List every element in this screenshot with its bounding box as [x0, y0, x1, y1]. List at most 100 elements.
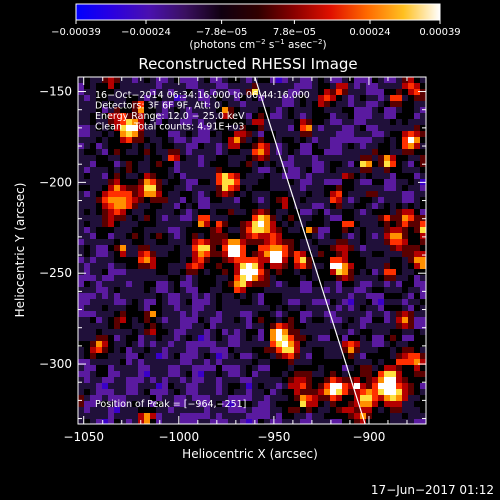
heatmap-pixel	[96, 77, 103, 84]
heatmap-pixel	[222, 215, 229, 222]
heatmap-pixel	[378, 191, 385, 198]
heatmap-pixel	[330, 209, 337, 216]
heatmap-pixel	[330, 281, 337, 288]
heatmap-pixel	[102, 401, 109, 408]
heatmap-pixel	[180, 359, 187, 366]
heatmap-pixel	[282, 371, 289, 378]
heatmap-pixel	[384, 233, 391, 240]
heatmap-pixel	[78, 401, 85, 408]
heatmap-pixel	[162, 227, 169, 234]
heatmap-pixel	[348, 257, 355, 264]
heatmap-pixel	[132, 287, 139, 294]
heatmap-pixel	[180, 119, 187, 126]
heatmap-pixel	[408, 191, 415, 198]
heatmap-pixel	[252, 287, 259, 294]
heatmap-pixel	[108, 95, 115, 102]
heatmap-pixel	[276, 299, 283, 306]
heatmap-pixel	[144, 389, 151, 396]
heatmap-pixel	[156, 293, 163, 300]
heatmap-pixel	[234, 269, 241, 276]
heatmap-pixel	[276, 143, 283, 150]
heatmap-pixel	[84, 395, 91, 402]
heatmap-pixel	[156, 155, 163, 162]
heatmap-pixel	[312, 185, 319, 192]
heatmap-pixel	[372, 305, 379, 312]
heatmap-pixel	[162, 413, 169, 420]
heatmap-pixel	[162, 335, 169, 342]
heatmap-pixel	[354, 179, 361, 186]
heatmap-pixel	[234, 215, 241, 222]
heatmap-pixel	[306, 371, 313, 378]
heatmap-pixel	[306, 179, 313, 186]
heatmap-pixel	[414, 233, 421, 240]
heatmap-pixel	[90, 155, 97, 162]
heatmap-pixel	[270, 77, 277, 84]
heatmap-pixel	[186, 365, 193, 372]
heatmap-pixel	[258, 377, 265, 384]
heatmap-pixel	[240, 359, 247, 366]
heatmap-pixel	[246, 155, 253, 162]
heatmap-pixel	[372, 413, 379, 420]
heatmap-pixel	[174, 173, 181, 180]
heatmap-pixel	[294, 323, 301, 330]
heatmap-pixel	[294, 89, 301, 96]
heatmap-pixel	[384, 239, 391, 246]
heatmap-pixel	[174, 149, 181, 156]
heatmap-pixel	[204, 227, 211, 234]
heatmap-pixel	[282, 401, 289, 408]
heatmap-pixel	[126, 251, 133, 258]
heatmap-pixel	[156, 401, 163, 408]
heatmap-pixel	[294, 287, 301, 294]
heatmap-pixel	[324, 389, 331, 396]
heatmap-pixel	[90, 401, 97, 408]
heatmap-pixel	[270, 269, 277, 276]
heatmap-pixel	[414, 347, 421, 354]
heatmap-pixel	[132, 389, 139, 396]
heatmap-pixel	[198, 131, 205, 138]
heatmap-pixel	[288, 413, 295, 420]
heatmap-pixel	[156, 179, 163, 186]
heatmap-pixel	[408, 389, 415, 396]
heatmap-pixel	[336, 119, 343, 126]
heatmap-pixel	[372, 407, 379, 414]
heatmap-pixel	[90, 77, 97, 84]
heatmap-pixel	[402, 251, 409, 258]
heatmap-pixel	[192, 371, 199, 378]
heatmap-pixel	[300, 323, 307, 330]
heatmap-pixel	[276, 257, 283, 264]
heatmap-pixel	[390, 293, 397, 300]
heatmap-pixel	[342, 305, 349, 312]
heatmap-pixel	[276, 353, 283, 360]
heatmap-pixel	[126, 347, 133, 354]
heatmap-pixel	[258, 275, 265, 282]
heatmap-pixel	[420, 113, 426, 120]
heatmap-pixel	[402, 149, 409, 156]
heatmap-pixel	[156, 233, 163, 240]
heatmap-pixel	[300, 395, 307, 402]
heatmap-pixel	[174, 287, 181, 294]
heatmap-pixel	[210, 371, 217, 378]
heatmap-pixel	[132, 101, 139, 108]
heatmap-pixel	[252, 119, 259, 126]
heatmap-pixel	[96, 257, 103, 264]
heatmap-pixel	[234, 251, 241, 258]
heatmap-pixel	[306, 299, 313, 306]
heatmap-pixel	[204, 293, 211, 300]
heatmap-pixel	[330, 389, 337, 396]
heatmap-pixel	[150, 311, 157, 318]
heatmap-pixel	[222, 269, 229, 276]
heatmap-pixel	[378, 155, 385, 162]
heatmap-pixel	[234, 113, 241, 120]
heatmap-pixel	[186, 119, 193, 126]
heatmap-pixel	[282, 413, 289, 420]
colorbar-tick-label: −0.00039	[51, 27, 101, 38]
heatmap-pixel	[348, 395, 355, 402]
heatmap-pixel	[294, 131, 301, 138]
heatmap-pixel	[156, 113, 163, 120]
heatmap-pixel	[336, 155, 343, 162]
heatmap-pixel	[138, 401, 145, 408]
heatmap-pixel	[402, 77, 409, 84]
heatmap-pixel	[252, 155, 259, 162]
heatmap-pixel	[264, 305, 271, 312]
colorbar-tick-label: 7.8e−05	[273, 27, 316, 38]
